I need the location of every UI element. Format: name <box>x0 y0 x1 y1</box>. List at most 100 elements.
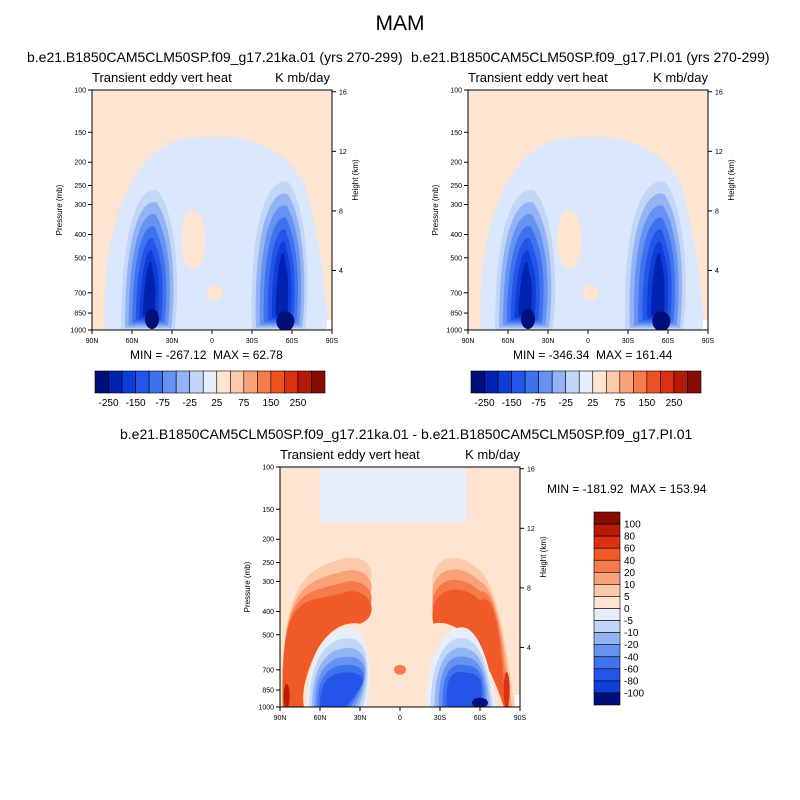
colorbar-label: -150 <box>126 398 146 409</box>
equatorial-positive-patch <box>206 284 223 301</box>
panel1-colorbar: -250 -150 -75 -25 25 75 150 250 <box>94 370 326 409</box>
panel1-min: MIN = -267.12 <box>130 348 207 362</box>
y-axis-label: Pressure (mb) <box>243 561 252 612</box>
colorbar-box <box>470 370 485 394</box>
right-tick-label: 12 <box>715 149 723 156</box>
colorbar-box <box>148 370 163 394</box>
colorbar-label: -250 <box>475 398 495 409</box>
colorbar-box <box>593 559 621 573</box>
colorbar-box <box>484 370 499 394</box>
panel2-units-label: K mb/day <box>653 70 708 85</box>
panel1-case-title: b.e21.B1850CAM5CLM50SP.f09_g17.21ka.01 (… <box>27 49 403 65</box>
colorbar-label: -10 <box>624 628 639 639</box>
colorbar-box <box>687 370 702 394</box>
y-tick-label: 700 <box>262 667 274 674</box>
y-axis-label: Pressure (mb) <box>55 184 64 235</box>
y-tick-label: 400 <box>450 232 462 239</box>
colorbar-label: 250 <box>290 398 307 409</box>
colorbar-box <box>297 370 312 394</box>
colorbar-label: 20 <box>624 568 636 579</box>
right-tick-label: 16 <box>339 89 347 96</box>
contour-field <box>468 90 708 330</box>
colorbar-label: 80 <box>624 532 636 543</box>
topography-mask <box>514 695 520 707</box>
y-tick-label: 250 <box>74 183 86 190</box>
panel3-units-label: K mb/day <box>465 447 520 462</box>
right-tick-label: 8 <box>339 208 343 215</box>
y-tick-label: 500 <box>450 255 462 262</box>
colorbar-box <box>94 370 109 394</box>
y-tick-label: 100 <box>74 88 86 95</box>
y-tick-label: 500 <box>74 255 86 262</box>
sh-positive-contour <box>432 589 507 707</box>
colorbar-box <box>229 370 245 394</box>
colorbar-label: 150 <box>639 398 656 409</box>
colorbar-label: -25 <box>182 398 197 409</box>
panel1-max: MAX = 62.78 <box>213 348 283 362</box>
panel2-min: MIN = -346.34 <box>513 348 590 362</box>
nh-negative-contour <box>320 672 363 707</box>
y-axis-label: Pressure (mb) <box>431 184 440 235</box>
right-tick-label: 16 <box>527 466 535 473</box>
colorbar-label: -80 <box>624 676 639 687</box>
nh-storm-track-contour <box>518 262 532 316</box>
colorbar-label: -75 <box>155 398 170 409</box>
x-tick-label: 30N <box>542 338 555 345</box>
right-tick-label: 12 <box>339 149 347 156</box>
y-tick-label: 850 <box>450 311 462 318</box>
right-tick-label: 4 <box>339 268 343 275</box>
y-tick-label: 150 <box>450 130 462 137</box>
y-tick-label: 200 <box>262 537 274 544</box>
x-tick-label: 60S <box>474 715 487 722</box>
right-tick-label: 4 <box>715 268 719 275</box>
y-tick-label: 850 <box>262 688 274 695</box>
colorbar-label: 25 <box>587 398 599 409</box>
y-tick-label: 400 <box>262 609 274 616</box>
colorbar-label: 0 <box>624 604 630 615</box>
colorbar-box <box>538 370 553 394</box>
tropical-positive-patch <box>557 209 582 270</box>
colorbar-box <box>593 680 621 694</box>
x-tick-label: 0 <box>210 338 214 345</box>
y-tick-label: 300 <box>262 579 274 586</box>
colorbar-box <box>565 370 580 394</box>
y-tick-label: 300 <box>74 202 86 209</box>
panel1-contour-plot: 90N 60N 30N 0 30S 60S 90S 100 150 200 250 300 400 500… <box>55 88 360 346</box>
colorbar-box <box>646 370 661 394</box>
colorbar-box <box>619 370 634 394</box>
colorbar-box <box>135 370 150 394</box>
colorbar-box <box>593 608 621 621</box>
sh-core <box>276 311 295 330</box>
panel3-max: MAX = 153.94 <box>630 482 707 496</box>
colorbar-box <box>243 370 258 394</box>
colorbar-label: 250 <box>666 398 683 409</box>
main-title: MAM <box>375 12 425 35</box>
colorbar-box <box>660 370 675 394</box>
sh-negative-contour <box>446 671 483 707</box>
panel2-min-max: MIN = -346.34 MAX = 161.44 <box>513 348 672 362</box>
nh-core <box>521 309 535 330</box>
right-axis-label: Height (km) <box>351 159 360 201</box>
x-tick-label: 30S <box>434 715 447 722</box>
colorbar-box <box>633 370 648 394</box>
sh-positive-extreme <box>503 672 510 707</box>
contour-field <box>280 467 520 707</box>
colorbar-box <box>593 620 621 633</box>
x-tick-label: 60S <box>662 338 675 345</box>
colorbar-box <box>593 644 621 658</box>
nh-storm-track-contour <box>143 262 156 316</box>
x-tick-label: 90N <box>462 338 475 345</box>
panel3-variable-label: Transient eddy vert heat <box>280 447 420 462</box>
y-tick-label: 150 <box>74 130 86 137</box>
y-tick-label: 300 <box>450 202 462 209</box>
colorbar-label: 150 <box>263 398 280 409</box>
colorbar-label: 60 <box>624 544 636 555</box>
y-tick-label: 250 <box>450 183 462 190</box>
colorbar-label: -100 <box>624 688 644 699</box>
panel2-contour-plot: 90N 60N 30N 0 30S 60S 90S 100 150 200 250 300 400 500… <box>431 88 736 346</box>
colorbar-box <box>284 370 299 394</box>
x-tick-label: 30N <box>354 715 367 722</box>
x-tick-label: 30S <box>246 338 259 345</box>
panel1-variable-label: Transient eddy vert heat <box>92 70 232 85</box>
colorbar-label: -150 <box>502 398 522 409</box>
